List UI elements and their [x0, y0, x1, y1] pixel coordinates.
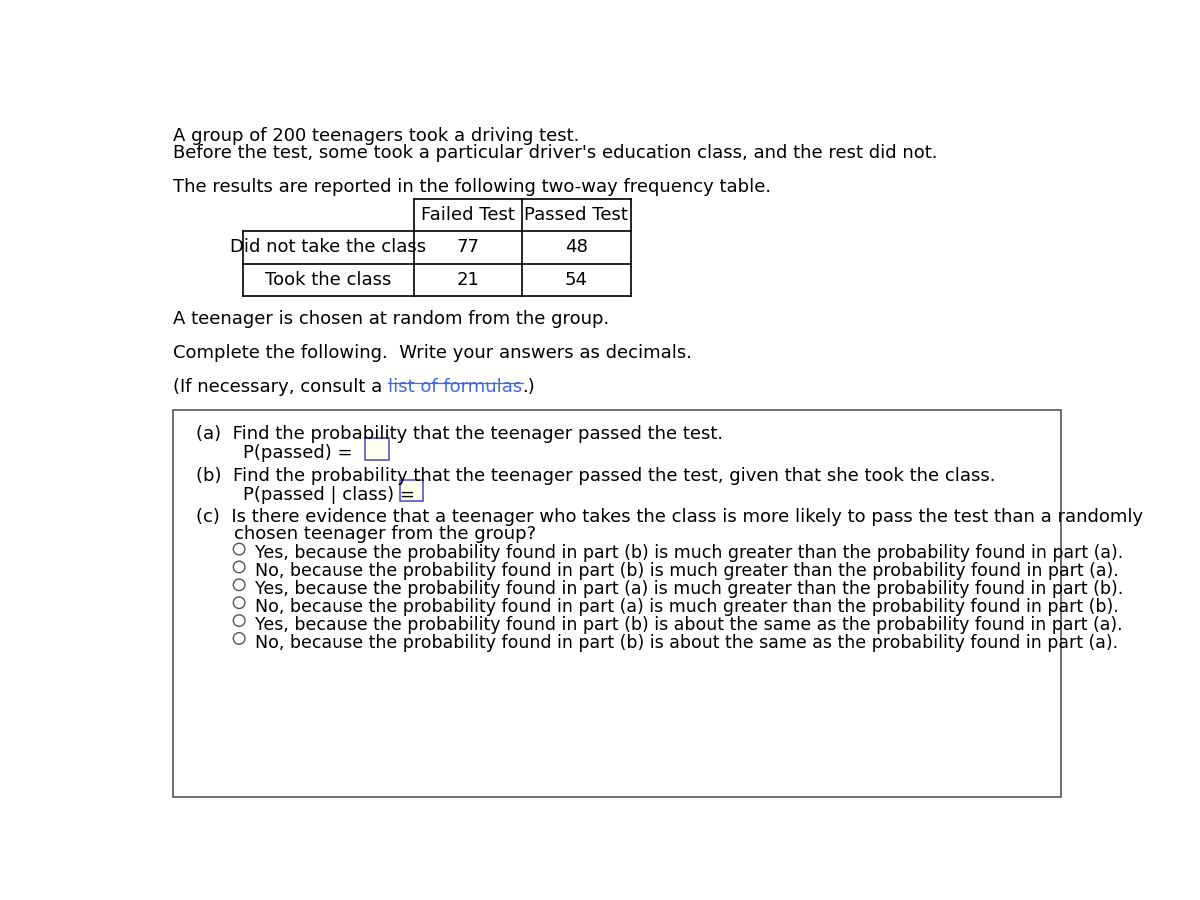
Circle shape — [233, 579, 245, 590]
Text: Yes, because the probability found in part (b) is about the same as the probabil: Yes, because the probability found in pa… — [256, 616, 1123, 634]
Text: Passed Test: Passed Test — [524, 206, 628, 224]
Text: 54: 54 — [565, 271, 588, 289]
Text: P(passed) =: P(passed) = — [242, 445, 353, 463]
Text: No, because the probability found in part (b) is much greater than the probabili: No, because the probability found in par… — [256, 562, 1118, 580]
Text: 48: 48 — [565, 238, 588, 256]
Text: No, because the probability found in part (a) is much greater than the probabili: No, because the probability found in par… — [256, 598, 1118, 616]
Text: list of formulas: list of formulas — [389, 377, 522, 395]
Text: (a)  Find the probability that the teenager passed the test.: (a) Find the probability that the teenag… — [197, 425, 724, 443]
Circle shape — [233, 633, 245, 644]
Text: The results are reported in the following two-way frequency table.: The results are reported in the followin… — [173, 178, 772, 196]
Bar — [400, 480, 422, 501]
Text: 77: 77 — [456, 238, 479, 256]
Text: 21: 21 — [456, 271, 479, 289]
Circle shape — [233, 562, 245, 572]
Text: Complete the following.  Write your answers as decimals.: Complete the following. Write your answe… — [173, 344, 692, 362]
Text: (b)  Find the probability that the teenager passed the test, given that she took: (b) Find the probability that the teenag… — [197, 466, 996, 484]
Text: Did not take the class: Did not take the class — [230, 238, 426, 256]
Text: No, because the probability found in part (b) is about the same as the probabili: No, because the probability found in par… — [256, 634, 1118, 652]
Text: A group of 200 teenagers took a driving test.: A group of 200 teenagers took a driving … — [173, 127, 580, 145]
Text: Before the test, some took a particular driver's education class, and the rest d: Before the test, some took a particular … — [173, 144, 937, 162]
Text: P(passed | class) =: P(passed | class) = — [242, 486, 415, 504]
Text: chosen teenager from the group?: chosen teenager from the group? — [234, 525, 536, 543]
Circle shape — [233, 615, 245, 626]
Text: Yes, because the probability found in part (b) is much greater than the probabil: Yes, because the probability found in pa… — [256, 544, 1123, 562]
Text: (c)  Is there evidence that a teenager who takes the class is more likely to pas: (c) Is there evidence that a teenager wh… — [197, 508, 1144, 526]
Circle shape — [233, 597, 245, 608]
Bar — [173, 410, 1061, 797]
Text: (If necessary, consult a: (If necessary, consult a — [173, 377, 389, 395]
Text: Yes, because the probability found in part (a) is much greater than the probabil: Yes, because the probability found in pa… — [256, 580, 1123, 598]
Text: Took the class: Took the class — [265, 271, 391, 289]
Bar — [366, 438, 389, 460]
Circle shape — [233, 544, 245, 554]
Text: .): .) — [522, 377, 535, 395]
Text: A teenager is chosen at random from the group.: A teenager is chosen at random from the … — [173, 310, 610, 328]
Text: Failed Test: Failed Test — [421, 206, 515, 224]
